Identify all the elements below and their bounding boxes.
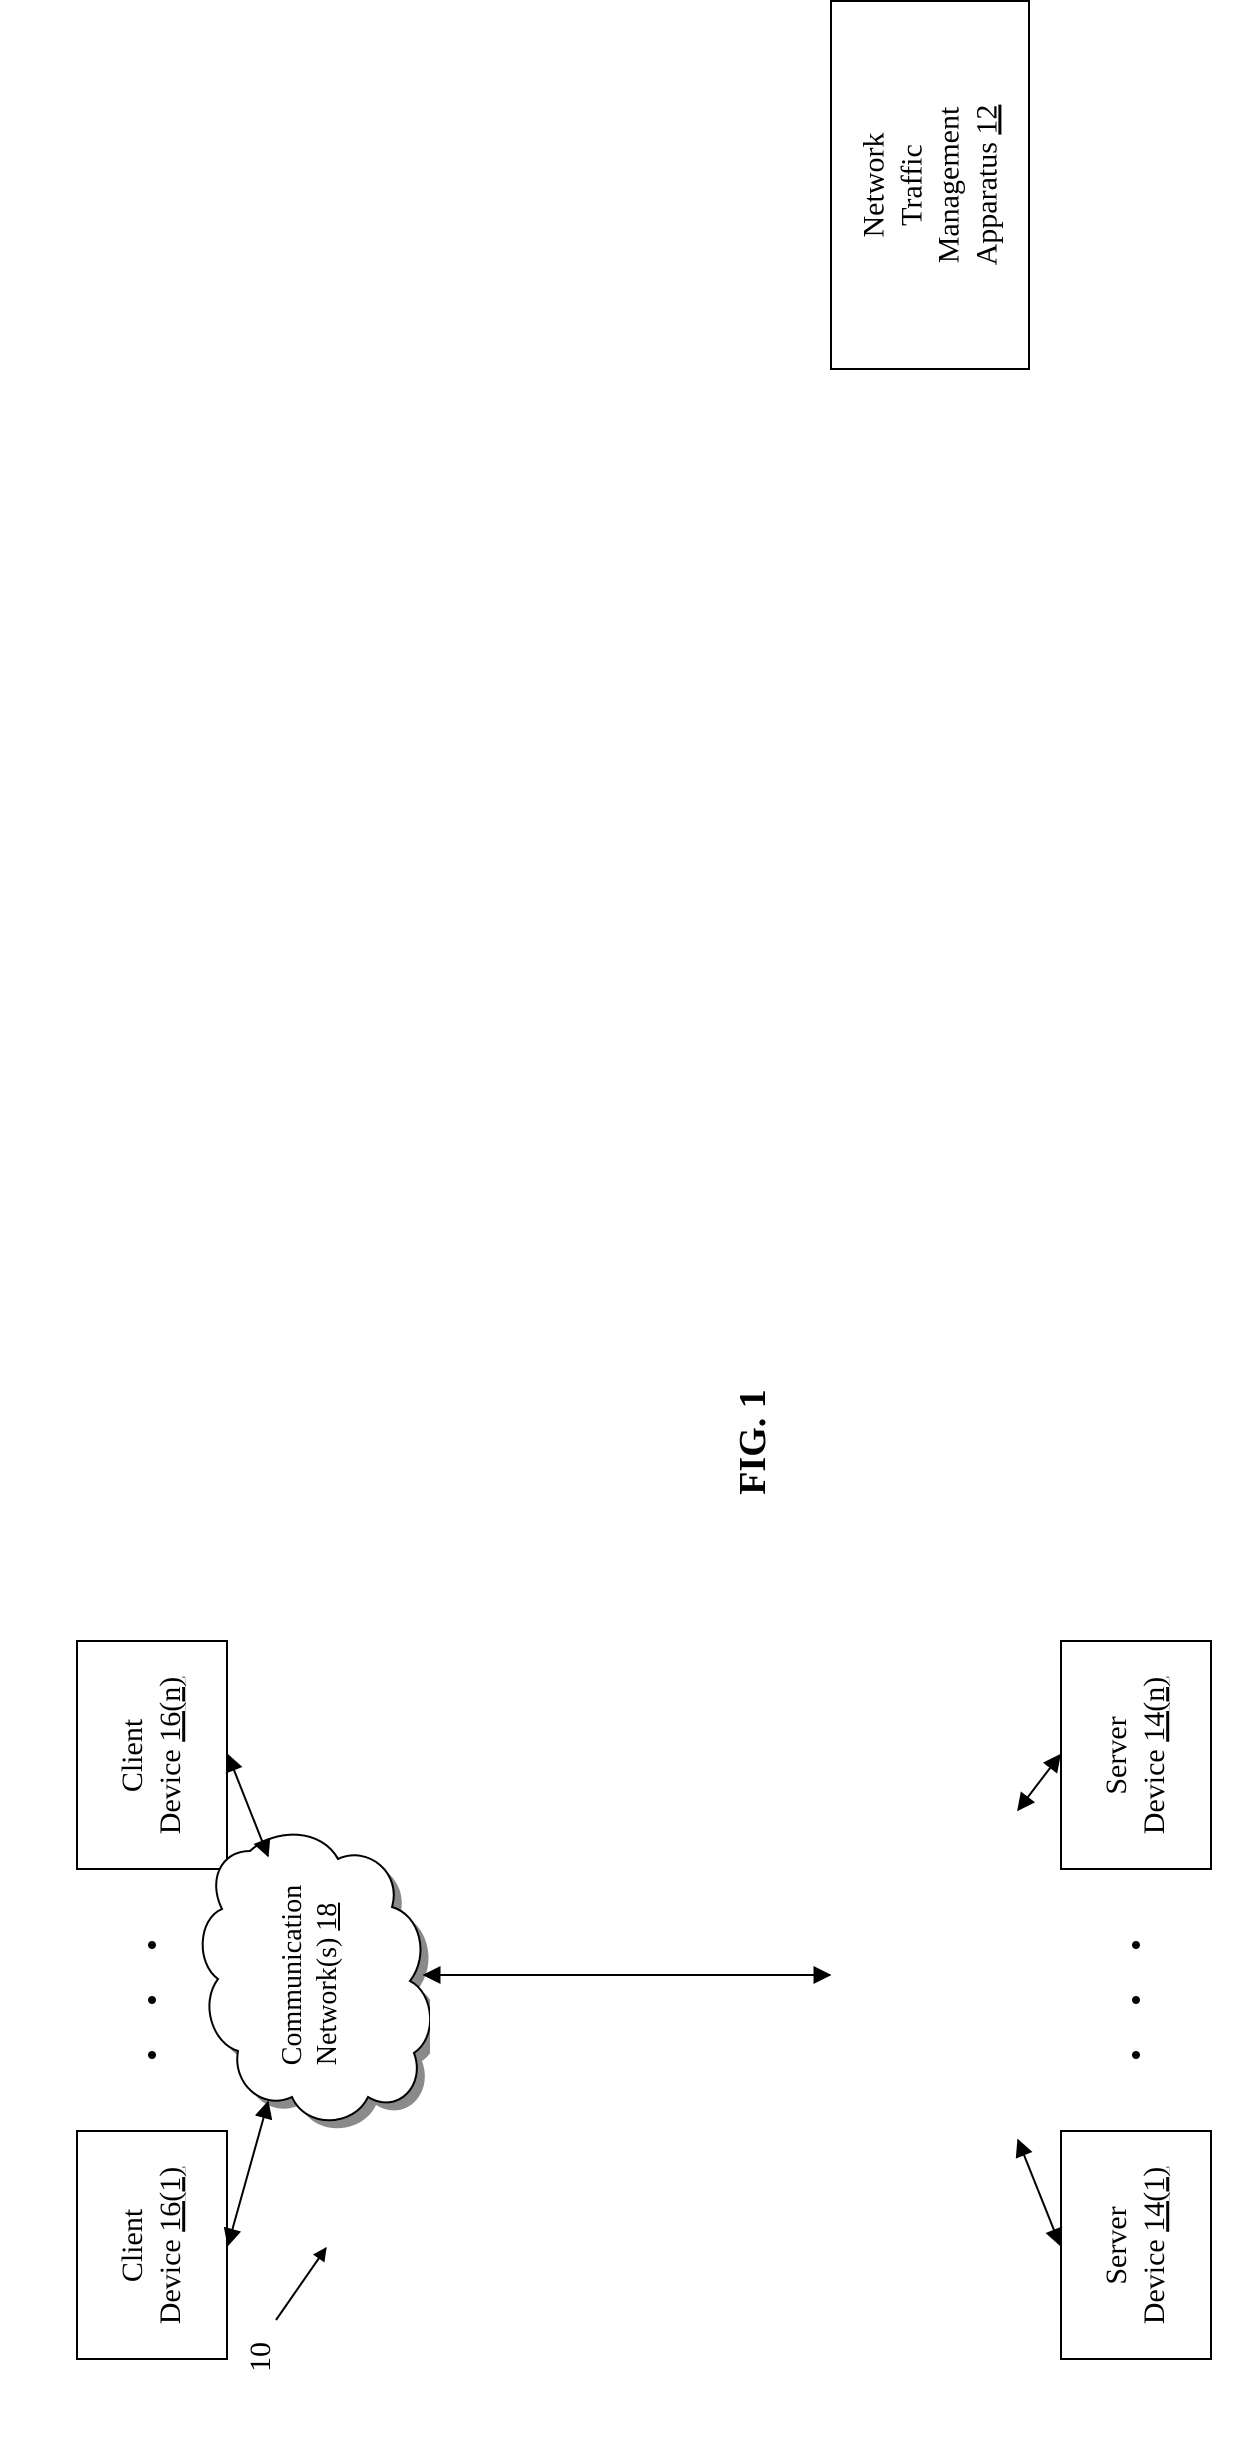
figure-page: Client Device 16(1) Client Device 16(n) …: [0, 0, 1240, 2456]
edge-clientN-cloud: [228, 1755, 268, 1856]
ellipsis-clients-dot: [148, 2051, 156, 2059]
connections-overlay: [0, 0, 1240, 2456]
ellipsis-servers-dot: [1132, 2051, 1140, 2059]
system-ref-pointer: [276, 2248, 326, 2320]
ellipsis-servers-dot: [1132, 1996, 1140, 2004]
ellipsis-clients-dot: [148, 1996, 156, 2004]
edge-ntma-server1: [1018, 2140, 1060, 2245]
ellipsis-servers-dot: [1132, 1941, 1140, 1949]
edge-client1-cloud: [228, 2102, 268, 2245]
ellipsis-clients-dot: [148, 1941, 156, 1949]
edge-ntma-serverN: [1018, 1755, 1060, 1810]
